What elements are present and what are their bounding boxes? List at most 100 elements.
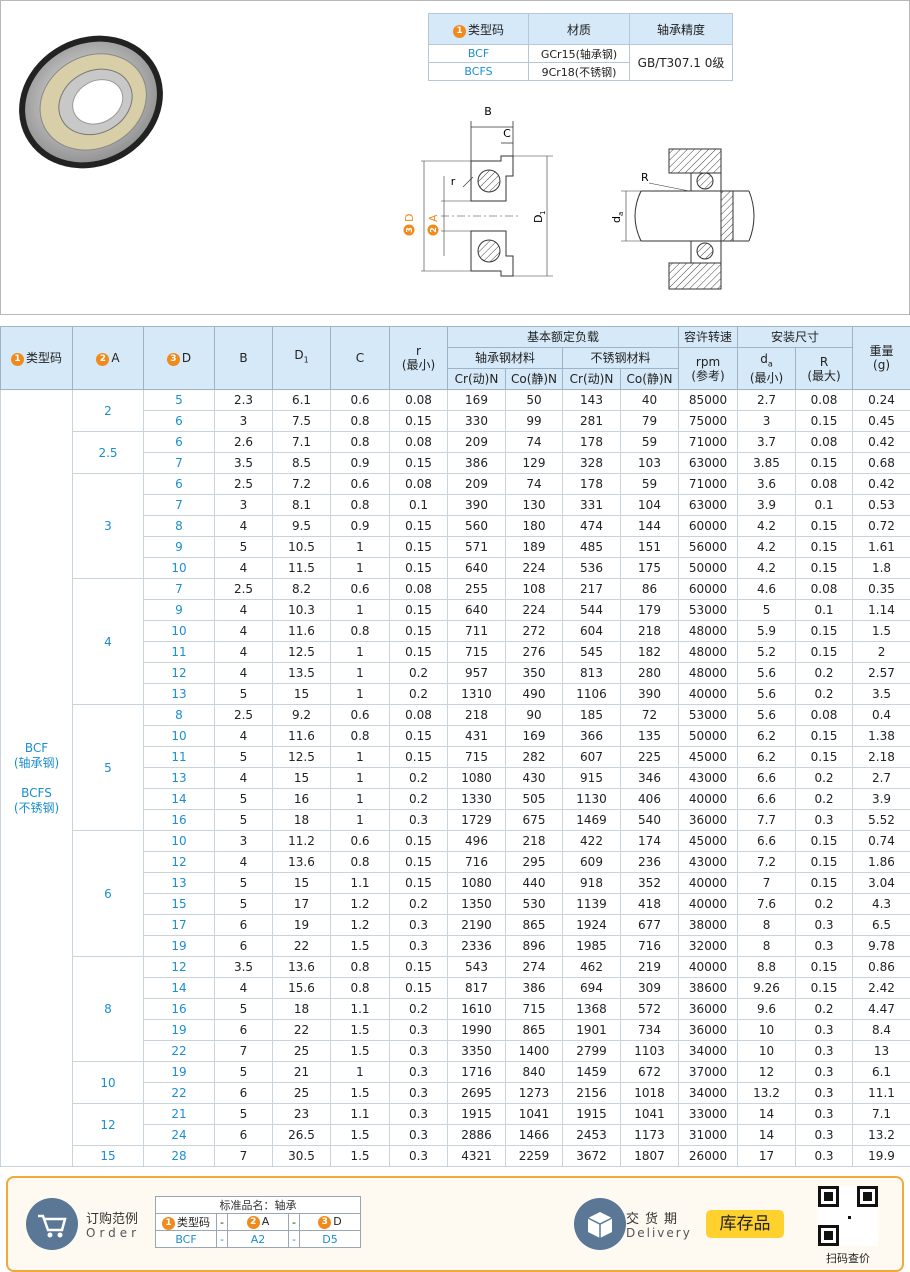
rpm-cell: 63000 bbox=[678, 494, 739, 516]
c-cell: 0.6 bbox=[330, 473, 390, 495]
co-stainless-cell: 135 bbox=[619, 725, 680, 747]
weight-cell: 4.3 bbox=[852, 893, 910, 915]
dim-label: d bbox=[610, 216, 623, 223]
d1-cell: 13.6 bbox=[272, 956, 331, 978]
cr-steel-cell: 390 bbox=[447, 494, 506, 516]
qr-code bbox=[818, 1186, 878, 1246]
d-cell: 28 bbox=[143, 1145, 215, 1167]
co-stainless-cell: 79 bbox=[619, 410, 680, 432]
da-cell: 5.6 bbox=[737, 683, 797, 705]
c-cell: 1 bbox=[330, 662, 390, 684]
header-cell: rpm (参考) bbox=[678, 347, 739, 390]
header-cell: Cr(动)N bbox=[562, 368, 621, 390]
cr-stainless-cell: 217 bbox=[562, 578, 621, 600]
r-max-cell: 0.15 bbox=[795, 851, 854, 873]
b-cell: 7 bbox=[214, 1145, 273, 1167]
r-max-cell: 0.08 bbox=[795, 431, 854, 453]
da-cell: 7.2 bbox=[737, 851, 797, 873]
d-cell: 12 bbox=[143, 662, 215, 684]
dim-label: D bbox=[403, 214, 416, 222]
rpm-cell: 60000 bbox=[678, 578, 739, 600]
r-cell: 0.1 bbox=[389, 494, 448, 516]
d-cell: 6 bbox=[143, 473, 215, 495]
d-cell: 19 bbox=[143, 1019, 215, 1041]
r-max-cell: 0.15 bbox=[795, 515, 854, 537]
co-stainless-cell: 1041 bbox=[619, 1103, 680, 1125]
co-stainless-cell: 59 bbox=[619, 473, 680, 495]
cr-stainless-cell: 1106 bbox=[562, 683, 621, 705]
da-cell: 5.9 bbox=[737, 620, 797, 642]
a-cell: 4 bbox=[72, 578, 144, 705]
co-stainless-cell: 390 bbox=[619, 683, 680, 705]
header-text: 重量 bbox=[869, 344, 894, 358]
weight-cell: 1.38 bbox=[852, 725, 910, 747]
cr-stainless-cell: 545 bbox=[562, 641, 621, 663]
weight-cell: 1.86 bbox=[852, 851, 910, 873]
d-cell: 19 bbox=[143, 1061, 215, 1083]
b-cell: 3 bbox=[214, 494, 273, 516]
cr-steel-cell: 2886 bbox=[447, 1124, 506, 1146]
r-max-cell: 0.2 bbox=[795, 998, 854, 1020]
da-cell: 5.6 bbox=[737, 704, 797, 726]
da-cell: 3.85 bbox=[737, 452, 797, 474]
co-stainless-cell: 236 bbox=[619, 851, 680, 873]
weight-cell: 19.9 bbox=[852, 1145, 910, 1167]
cr-stainless-cell: 544 bbox=[562, 599, 621, 621]
weight-cell: 8.4 bbox=[852, 1019, 910, 1041]
d1-cell: 15 bbox=[272, 683, 331, 705]
d-cell: 10 bbox=[143, 620, 215, 642]
order-value: D5 bbox=[298, 1230, 361, 1248]
cr-stainless-cell: 366 bbox=[562, 725, 621, 747]
r-cell: 0.2 bbox=[389, 788, 448, 810]
b-cell: 2.5 bbox=[214, 578, 273, 600]
header-text: 类型码 bbox=[467, 22, 504, 37]
b-cell: 4 bbox=[214, 851, 273, 873]
header-text: R bbox=[819, 354, 829, 369]
dim-label: C bbox=[503, 127, 511, 140]
type-code: BCFS bbox=[428, 62, 529, 81]
d1-cell: 15 bbox=[272, 767, 331, 789]
weight-cell: 3.04 bbox=[852, 872, 910, 894]
cr-steel-cell: 571 bbox=[447, 536, 506, 558]
co-steel-cell: 189 bbox=[505, 536, 563, 558]
da-cell: 9.26 bbox=[737, 977, 797, 999]
da-cell: 6.6 bbox=[737, 830, 797, 852]
r-max-cell: 0.3 bbox=[795, 1124, 854, 1146]
r-max-cell: 0.08 bbox=[795, 704, 854, 726]
co-stainless-cell: 418 bbox=[619, 893, 680, 915]
r-cell: 0.2 bbox=[389, 893, 448, 915]
r-cell: 0.2 bbox=[389, 998, 448, 1020]
header-cell: 基本额定负载 bbox=[446, 326, 680, 348]
d1-cell: 15 bbox=[272, 872, 331, 894]
d-cell: 21 bbox=[143, 1103, 215, 1125]
r-max-cell: 0.3 bbox=[795, 809, 854, 831]
header-subscript: a bbox=[767, 359, 773, 369]
r-cell: 0.08 bbox=[389, 431, 448, 453]
cr-stainless-cell: 1368 bbox=[562, 998, 621, 1020]
r-cell: 0.2 bbox=[389, 683, 448, 705]
rpm-cell: 38600 bbox=[678, 977, 739, 999]
table-row: 10 4 11.6 0.8 0.15 431 169 366 135 50000 6.2 0.15 1.… bbox=[1, 725, 910, 747]
da-cell: 4.2 bbox=[737, 515, 797, 537]
c-cell: 1 bbox=[330, 557, 390, 579]
header-text: (g) bbox=[873, 358, 891, 372]
weight-cell: 2.57 bbox=[852, 662, 910, 684]
co-steel-cell: 274 bbox=[505, 956, 563, 978]
a-cell: 12 bbox=[72, 1103, 144, 1146]
r-max-cell: 0.08 bbox=[795, 578, 854, 600]
d1-cell: 18 bbox=[272, 809, 331, 831]
cr-stainless-cell: 915 bbox=[562, 767, 621, 789]
cr-stainless-cell: 1985 bbox=[562, 935, 621, 957]
weight-cell: 1.14 bbox=[852, 599, 910, 621]
dim-label: D bbox=[532, 215, 545, 223]
d-cell: 17 bbox=[143, 914, 215, 936]
c-cell: 1 bbox=[330, 683, 390, 705]
stock-button[interactable]: 库存品 bbox=[706, 1210, 784, 1238]
cr-stainless-cell: 474 bbox=[562, 515, 621, 537]
da-cell: 10 bbox=[737, 1019, 797, 1041]
cr-steel-cell: 817 bbox=[447, 977, 506, 999]
da-cell: 9.6 bbox=[737, 998, 797, 1020]
rpm-cell: 53000 bbox=[678, 599, 739, 621]
da-cell: 13.2 bbox=[737, 1082, 797, 1104]
b-cell: 6 bbox=[214, 1019, 273, 1041]
